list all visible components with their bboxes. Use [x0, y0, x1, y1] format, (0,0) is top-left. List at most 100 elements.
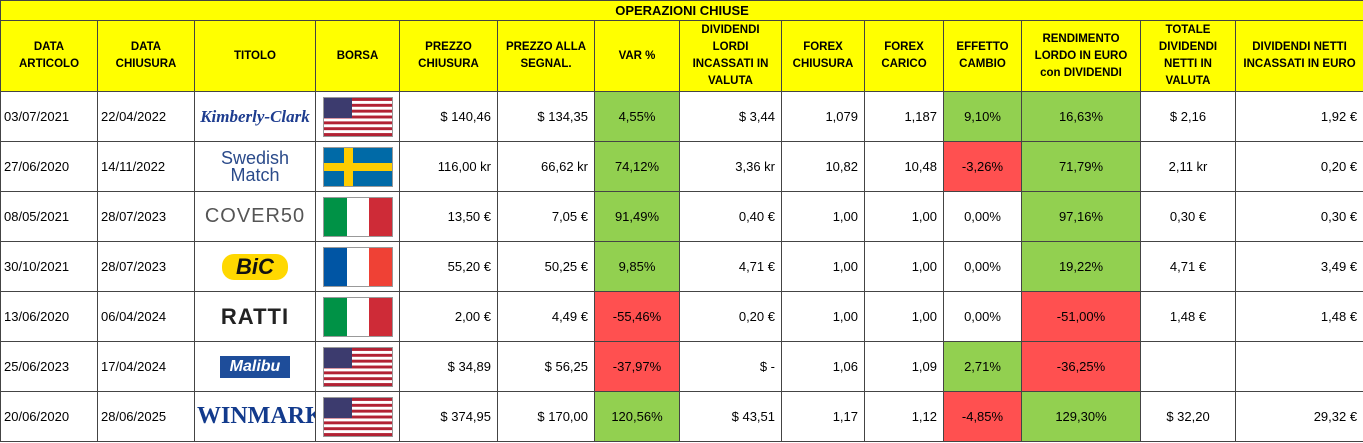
cell: 06/04/2024 — [97, 291, 195, 342]
cell: $ 140,46 — [399, 91, 498, 142]
cell: 0,40 € — [679, 191, 782, 242]
column-header: PREZZO ALLA SEGNAL. — [497, 20, 595, 92]
cell: 91,49% — [594, 191, 680, 242]
cell: $ 3,44 — [679, 91, 782, 142]
cell: Swedish Match — [194, 141, 316, 192]
cell: RATTI — [194, 291, 316, 342]
cell: 0,00% — [943, 291, 1022, 342]
cell: 28/07/2023 — [97, 241, 195, 292]
cell: 0,20 € — [679, 291, 782, 342]
cell: COVER50 — [194, 191, 316, 242]
cell — [1140, 341, 1236, 392]
flag-cell — [315, 191, 400, 242]
column-header: RENDIMENTO LORDO IN EURO con DIVIDENDI — [1021, 20, 1141, 92]
flag-cell — [315, 241, 400, 292]
cell: 0,00% — [943, 191, 1022, 242]
cell: -51,00% — [1021, 291, 1141, 342]
cell: 14/11/2022 — [97, 141, 195, 192]
cell: 4,71 € — [679, 241, 782, 292]
data-row: 25/06/2023 17/04/2024 Malibu $ 34,89 $ 56,25… — [0, 341, 1363, 392]
cell: 1,06 — [781, 341, 865, 392]
cell: 3,49 € — [1234, 241, 1363, 292]
flag-cell — [315, 141, 400, 192]
cell: $ 56,25 — [497, 341, 595, 392]
cell: -4,85% — [943, 391, 1022, 442]
cell: 9,10% — [943, 91, 1022, 142]
data-row: 27/06/2020 14/11/2022 Swedish Match 116,00 … — [0, 141, 1363, 192]
column-header: TITOLO — [194, 20, 316, 92]
cell: $ 134,35 — [497, 91, 595, 142]
cell: 3,36 kr — [679, 141, 782, 192]
column-header: DATA ARTICOLO — [0, 20, 98, 92]
column-header: DIVIDENDI NETTI INCASSATI IN EURO — [1234, 20, 1363, 92]
column-header: FOREX CHIUSURA — [781, 20, 865, 92]
flag-cell — [315, 341, 400, 392]
cell: 1,17 — [781, 391, 865, 442]
cell: BiC — [194, 241, 316, 292]
cell: $ - — [679, 341, 782, 392]
cell: 55,20 € — [399, 241, 498, 292]
cell: 2,71% — [943, 341, 1022, 392]
table-title: OPERAZIONI CHIUSE — [0, 0, 1363, 21]
company-logo: BiC — [222, 253, 288, 280]
cell: 16,63% — [1021, 91, 1141, 142]
cell: 27/06/2020 — [0, 141, 98, 192]
cell: 1,48 € — [1234, 291, 1363, 342]
cell: 116,00 kr — [399, 141, 498, 192]
cell: 1,079 — [781, 91, 865, 142]
cell: -3,26% — [943, 141, 1022, 192]
cell: 30/10/2021 — [0, 241, 98, 292]
column-header: FOREX CARICO — [864, 20, 944, 92]
column-header: BORSA — [315, 20, 400, 92]
cell: $ 2,16 — [1140, 91, 1236, 142]
company-logo: Malibu — [219, 355, 291, 378]
cell: 4,49 € — [497, 291, 595, 342]
cell: 13/06/2020 — [0, 291, 98, 342]
column-header: TOTALE DIVIDENDI NETTI IN VALUTA — [1140, 20, 1236, 92]
cell: Kimberly-Clark — [194, 91, 316, 142]
data-row: 30/10/2021 28/07/2023 BiC 55,20 €50,25 €9,8… — [0, 241, 1363, 292]
company-logo: Swedish Match — [220, 147, 290, 185]
cell: 7,05 € — [497, 191, 595, 242]
cell: 0,20 € — [1234, 141, 1363, 192]
cell: 9,85% — [594, 241, 680, 292]
company-logo: COVER50 — [204, 205, 306, 227]
cell: -55,46% — [594, 291, 680, 342]
cell: $ 43,51 — [679, 391, 782, 442]
cell: 29,32 € — [1234, 391, 1363, 442]
column-header: VAR % — [594, 20, 680, 92]
cell: 129,30% — [1021, 391, 1141, 442]
cell: 13,50 € — [399, 191, 498, 242]
header-row: DATA ARTICOLO DATA CHIUSURA TITOLO BORSA PRE… — [0, 20, 1363, 92]
cell: 1,00 — [781, 291, 865, 342]
cell: 1,48 € — [1140, 291, 1236, 342]
cell: $ 170,00 — [497, 391, 595, 442]
cell: 97,16% — [1021, 191, 1141, 242]
cell: 08/05/2021 — [0, 191, 98, 242]
cell: 50,25 € — [497, 241, 595, 292]
cell: 0,30 € — [1140, 191, 1236, 242]
cell: 1,00 — [864, 191, 944, 242]
cell: 1,187 — [864, 91, 944, 142]
data-row: 03/07/2021 22/04/2022 Kimberly-Clark $ 140,… — [0, 91, 1363, 142]
cell: WINMARK — [194, 391, 316, 442]
cell: 66,62 kr — [497, 141, 595, 192]
cell: 28/07/2023 — [97, 191, 195, 242]
cell: 0,00% — [943, 241, 1022, 292]
data-row: 20/06/2020 28/06/2025 WINMARK $ 374,95 $ 170… — [0, 391, 1363, 442]
cell: 1,92 € — [1234, 91, 1363, 142]
data-row: 08/05/2021 28/07/2023 COVER50 13,50 €7,05 €… — [0, 191, 1363, 242]
cell: 1,00 — [864, 291, 944, 342]
cell: 19,22% — [1021, 241, 1141, 292]
cell: 4,55% — [594, 91, 680, 142]
cell: 1,09 — [864, 341, 944, 392]
column-header: EFFETTO CAMBIO — [943, 20, 1022, 92]
cell: 2,11 kr — [1140, 141, 1236, 192]
cell: 71,79% — [1021, 141, 1141, 192]
cell: $ 34,89 — [399, 341, 498, 392]
cell: $ 32,20 — [1140, 391, 1236, 442]
flag-cell — [315, 91, 400, 142]
cell: 10,48 — [864, 141, 944, 192]
cell: -37,97% — [594, 341, 680, 392]
